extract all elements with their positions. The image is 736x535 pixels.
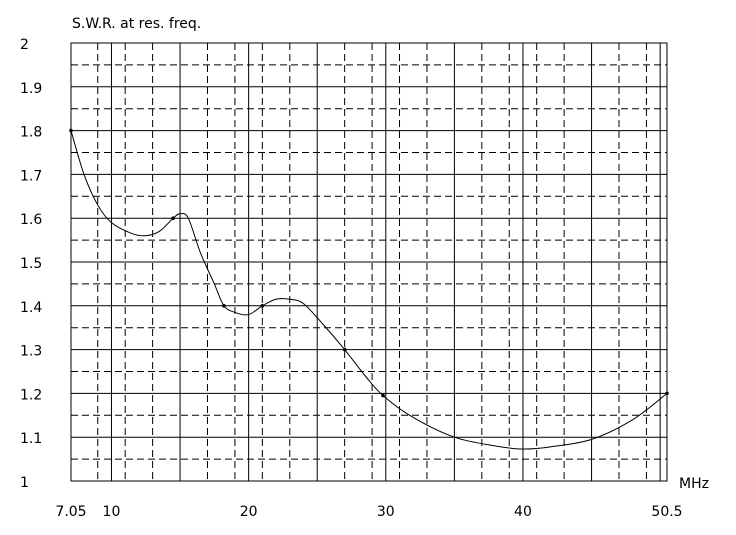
y-tick-label: 1.8 (20, 125, 42, 141)
data-point (665, 391, 669, 396)
y-tick-label: 1.6 (20, 212, 42, 228)
x-tick-label: 40 (514, 504, 532, 520)
grid (71, 43, 667, 481)
x-tick-label: 7.05 (55, 504, 86, 520)
chart-title: S.W.R. at res. freq. (72, 16, 201, 32)
x-tick-label: 50.5 (651, 504, 682, 520)
y-tick-label: 1.5 (20, 256, 42, 272)
y-tick-label: 2 (20, 37, 29, 53)
x-axis-label: MHz (679, 476, 709, 492)
data-point (260, 304, 265, 308)
y-axis-ticks: 1 1.1 1.2 1.3 1.4 1.5 1.6 1.7 1.8 1.9 2 (20, 37, 42, 491)
y-tick-label: 1.9 (20, 81, 42, 97)
data-point (222, 304, 226, 308)
y-tick-label: 1.2 (20, 387, 42, 403)
plot-frame (70, 42, 668, 482)
data-point (69, 128, 73, 133)
series-line (70, 130, 668, 450)
x-axis-ticks: 7.05 10 20 30 40 50.5 (55, 504, 682, 520)
data-point (342, 347, 347, 352)
x-tick-label: 10 (103, 504, 121, 520)
x-tick-label: 20 (240, 504, 258, 520)
y-tick-label: 1.1 (20, 431, 42, 447)
x-tick-label: 30 (377, 504, 395, 520)
series (69, 128, 669, 450)
y-tick-label: 1.7 (20, 168, 42, 184)
y-tick-label: 1.3 (20, 344, 42, 360)
y-tick-label: 1.4 (20, 300, 42, 316)
data-point (171, 216, 175, 220)
y-tick-label: 1 (20, 475, 29, 491)
data-point (381, 393, 385, 398)
